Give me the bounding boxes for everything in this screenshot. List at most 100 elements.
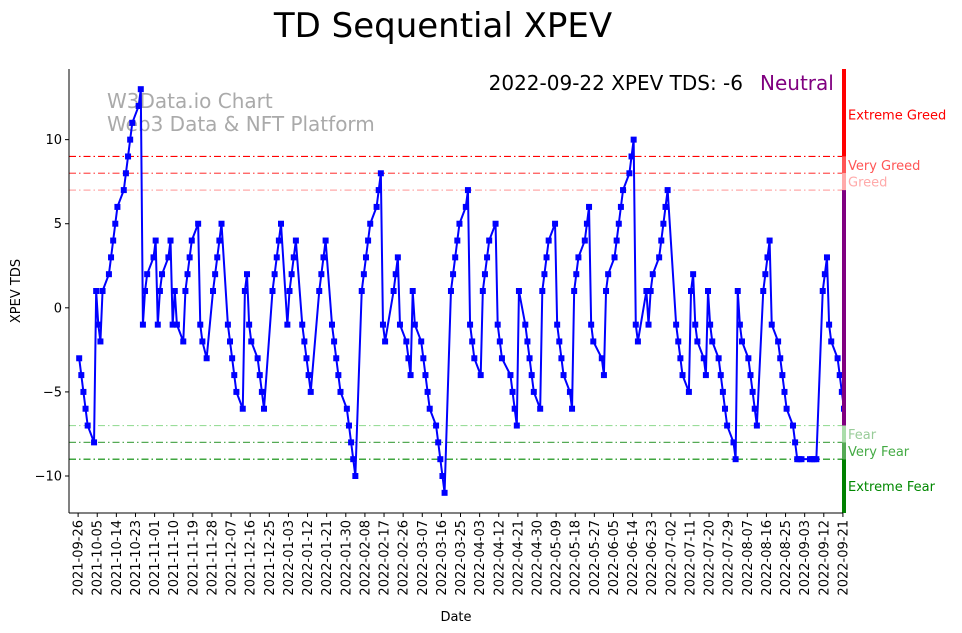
data-point [305,372,312,379]
data-point [303,355,310,362]
data-point [462,203,469,210]
data-point [471,355,478,362]
data-point [753,422,760,429]
data-point [615,220,622,227]
data-point [766,237,773,244]
x-tick-label: 2021-12-16 [244,520,259,596]
data-point [78,372,85,379]
x-tick-label: 2022-01-30 [339,520,354,596]
data-point [541,271,548,278]
data-point [142,288,149,294]
data-point [673,321,680,328]
data-point [645,321,652,328]
data-point [328,321,335,328]
data-point [186,254,193,261]
data-point [581,237,588,244]
data-point [367,220,374,227]
data-point [496,338,503,345]
zone-label: Very Greed [848,159,920,174]
data-point [108,254,115,261]
chart-title: TD Sequential XPEV [273,6,612,46]
data-point [826,321,833,328]
data-point [246,321,253,328]
data-point [214,254,221,261]
x-tick-label: 2022-08-16 [760,520,775,596]
data-point [84,422,91,429]
data-point [218,220,225,227]
zone-label: Extreme Greed [848,108,946,123]
data-point [112,220,119,227]
data-point [93,288,100,294]
data-point [258,388,265,395]
data-point [292,237,299,244]
data-point [394,254,401,261]
data-point [362,254,369,261]
data-point [269,288,276,294]
data-point [382,338,389,345]
data-point [620,187,627,194]
x-tick-label: 2022-09-12 [817,520,832,596]
data-point [180,338,187,345]
data-point [154,321,161,328]
zone-bar-segment [842,190,846,426]
x-tick-label: 2022-07-11 [683,520,698,596]
data-point [464,187,471,194]
data-point [634,338,641,345]
data-point [694,338,701,345]
data-point [450,271,457,278]
x-tick-label: 2021-09-26 [72,520,87,596]
data-point [409,288,416,294]
data-point [227,338,234,345]
x-tick-label: 2022-02-26 [397,520,412,596]
data-point [352,473,359,479]
data-point [110,237,117,244]
data-point [707,321,714,328]
data-point [229,355,236,362]
x-tick-label: 2022-03-07 [416,520,431,596]
x-tick-label: 2022-06-14 [626,520,641,596]
data-point [358,288,365,294]
data-point [486,237,493,244]
data-point [509,388,516,395]
data-point [80,388,87,395]
x-tick-label: 2021-11-01 [148,520,163,596]
data-point [677,355,684,362]
data-point [122,170,129,177]
x-axis-label: Date [440,610,471,625]
data-point [129,119,136,126]
data-point [456,220,463,227]
data-point [307,388,314,395]
data-point [647,288,654,294]
y-axis-label: XPEV TDS [9,259,24,323]
data-point [781,388,788,395]
x-tick-label: 2022-04-03 [473,520,488,596]
data-point [224,321,231,328]
x-tick-label: 2022-04-21 [511,520,526,596]
data-point [700,355,707,362]
data-point [492,220,499,227]
data-point [284,321,291,328]
data-point [348,439,355,446]
data-point [513,422,520,429]
data-point [333,355,340,362]
y-ticks: 10 5 0 −5 −10 [35,133,69,485]
y-tick-label: 0 [54,301,62,316]
data-point [418,338,425,345]
data-point [396,321,403,328]
data-point [777,355,784,362]
data-point [484,254,491,261]
zone-bar-segment [842,459,846,513]
data-point [543,254,550,261]
x-tick-label: 2022-03-16 [435,520,450,596]
data-point [365,237,372,244]
data-point [569,405,576,412]
y-tick-label: −10 [35,470,62,485]
x-tick-label: 2021-12-07 [225,520,240,596]
data-point [583,220,590,227]
watermark-line-1: W3Data.io Chart [107,89,273,113]
data-point [821,271,828,278]
zone-bar-segment [842,442,846,460]
data-point [405,355,412,362]
data-point [736,321,743,328]
data-point [656,254,663,261]
